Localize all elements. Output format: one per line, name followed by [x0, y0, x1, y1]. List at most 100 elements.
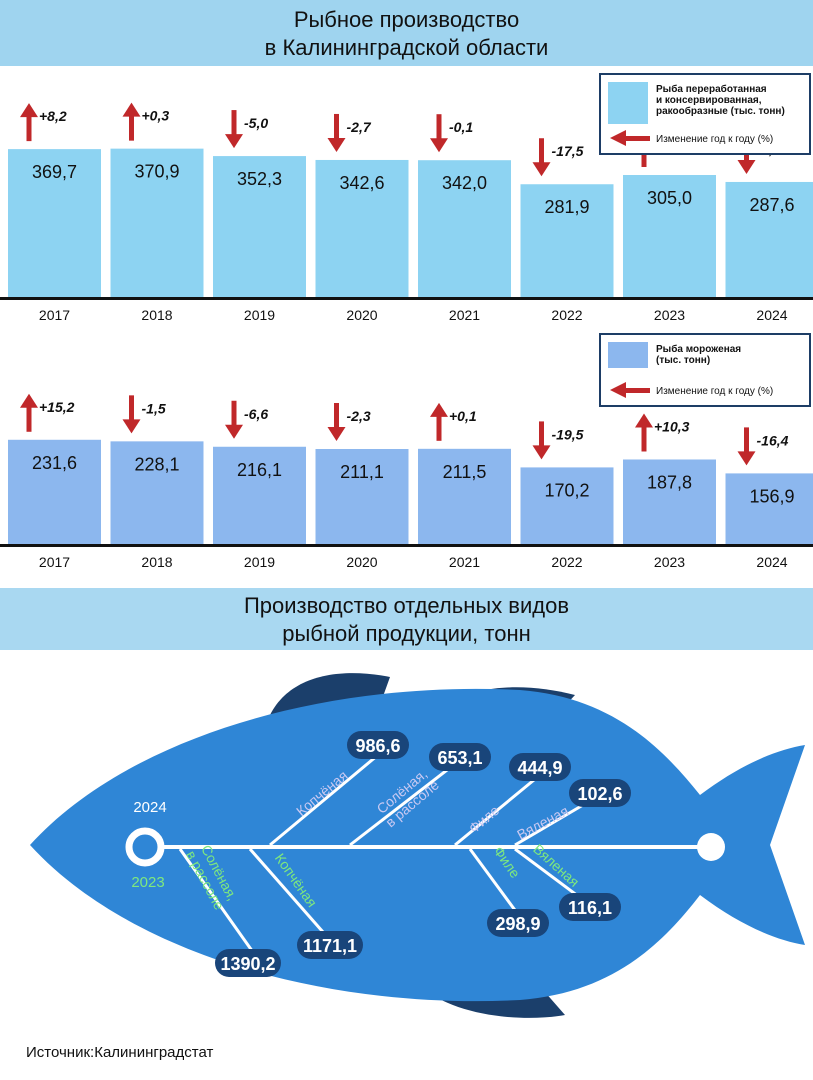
bar-2018 [110, 148, 204, 297]
products-title-banner: Производство отдельных видов рыбной прод… [0, 588, 813, 650]
legend-swatch [608, 342, 648, 368]
main-title-banner: Рыбное производство в Калининградской об… [0, 0, 813, 66]
year-2024-label: 2024 [133, 799, 166, 816]
year-label-2018: 2018 [141, 554, 172, 570]
change-label-2023: +10,3 [654, 418, 690, 434]
bar-2017 [8, 439, 101, 544]
year-label-2022: 2022 [551, 554, 582, 570]
svg-text:1171,1: 1171,1 [303, 936, 357, 956]
year-label-2020: 2020 [346, 554, 377, 570]
bar-value-label-2021: 342,0 [442, 173, 487, 193]
chart-frozen-fish: 231,6 +15,2 2017 228,1 -1,5 2018 216,1 -6,6 2019… [0, 333, 813, 570]
value-2023-fillet: 298,9 [487, 909, 549, 937]
bar-value-label-2024: 287,6 [749, 195, 794, 215]
value-2023-salted: 1390,2 [215, 949, 281, 977]
legend-series-label: Рыба переработанная [656, 83, 767, 95]
change-arrow-2022 [532, 421, 551, 460]
legend-series-label: и консервированная, [656, 95, 762, 106]
value-2024-smoked: 986,6 [347, 731, 409, 759]
bar-2020 [315, 159, 409, 297]
legend-arrow-icon [610, 130, 650, 146]
change-arrow-2020 [327, 403, 346, 442]
year-label-2017: 2017 [39, 554, 70, 570]
year-label-2019: 2019 [244, 554, 275, 570]
products-title-line1: Производство отдельных видов [243, 593, 570, 618]
year-label-2020: 2020 [346, 307, 377, 323]
bar-2017 [8, 149, 101, 297]
change-arrow-2017 [20, 393, 38, 432]
year-label-2021: 2021 [449, 307, 480, 323]
main-title-line2: в Калининградской области [264, 35, 549, 60]
change-label-2022: -19,5 [552, 426, 584, 442]
year-label-2024: 2024 [756, 554, 787, 570]
change-arrow-2023 [635, 413, 653, 452]
bar-value-label-2017: 231,6 [32, 453, 77, 473]
legend-change-label: Изменение год к году (%) [656, 134, 773, 145]
change-arrow-2019 [225, 400, 243, 439]
chart-processed-fish: 369,7 +8,2 2017 370,9 +0,3 2018 352,3 -5,0 2019 3… [0, 73, 813, 323]
year-label-2024: 2024 [756, 307, 787, 323]
legend-change-label: Изменение год к году (%) [656, 386, 773, 397]
year-2023-label: 2023 [131, 874, 164, 891]
rib-2024-smoked [269, 743, 391, 847]
value-2024-salted: 653,1 [429, 743, 491, 771]
bar-value-label-2020: 342,6 [339, 173, 384, 193]
change-arrow-2019 [225, 110, 243, 149]
value-2023-smoked: 1171,1 [297, 931, 363, 959]
svg-text:986,6: 986,6 [355, 736, 400, 756]
bar-value-label-2018: 228,1 [134, 454, 179, 474]
bar-value-label-2018: 370,9 [134, 162, 179, 182]
legend-arrow-icon [610, 382, 650, 398]
products-title-line2: рыбной продукции, тонн [282, 621, 531, 646]
year-label-2021: 2021 [449, 554, 480, 570]
bar-value-label-2020: 211,1 [340, 462, 384, 482]
legend-series-label: Рыба мороженая [656, 343, 741, 355]
legend-box: Рыба мороженая(тыс. тонн) Изменение год к… [599, 333, 811, 407]
change-arrow-2021 [430, 114, 448, 153]
rib-2024-salted [349, 758, 461, 847]
spine-start-circle [125, 827, 165, 867]
year-label-2023: 2023 [654, 307, 685, 323]
value-2024-dried: 102,6 [569, 779, 631, 807]
legend-series-label: (тыс. тонн) [656, 355, 710, 366]
legend-swatch [608, 82, 648, 124]
bar-2023 [623, 459, 716, 544]
svg-text:102,6: 102,6 [577, 784, 622, 804]
value-2024-fillet: 444,9 [509, 753, 571, 781]
bar-2022 [520, 184, 614, 297]
x-axis-line [0, 544, 813, 547]
source-note: Источник:Калининградстат [26, 1044, 214, 1061]
legend-series-label: ракообразные (тыс. тонн) [656, 105, 785, 117]
x-axis-line [0, 297, 813, 300]
svg-text:653,1: 653,1 [437, 748, 482, 768]
bar-value-label-2019: 216,1 [237, 460, 282, 480]
bar-value-label-2023: 305,0 [647, 188, 692, 208]
bar-value-label-2017: 369,7 [32, 162, 77, 182]
change-label-2018: +0,3 [142, 108, 170, 124]
main-title-line1: Рыбное производство [293, 7, 520, 32]
bar-2023 [623, 175, 716, 297]
bar-2024 [725, 181, 813, 297]
rib-2023-salted [178, 848, 257, 956]
change-label-2018: -1,5 [142, 400, 166, 416]
svg-text:116,1: 116,1 [568, 898, 612, 918]
rib-2024-fillet [454, 773, 541, 847]
year-label-2018: 2018 [141, 307, 172, 323]
bar-2021 [418, 160, 511, 297]
bar-2020 [315, 449, 409, 544]
bar-2019 [213, 156, 306, 297]
change-label-2017: +15,2 [39, 399, 75, 415]
rib-2023-smoked [248, 848, 332, 941]
bar-value-label-2021: 211,5 [443, 462, 487, 482]
rib-2023-fillet [468, 848, 522, 918]
year-label-2023: 2023 [654, 554, 685, 570]
bar-value-label-2022: 170,2 [544, 480, 589, 500]
change-arrow-2018 [122, 395, 141, 434]
year-label-2022: 2022 [551, 307, 582, 323]
change-label-2017: +8,2 [39, 108, 67, 124]
svg-text:444,9: 444,9 [517, 758, 562, 778]
fish-spine [160, 845, 710, 849]
svg-text:1390,2: 1390,2 [220, 954, 275, 974]
